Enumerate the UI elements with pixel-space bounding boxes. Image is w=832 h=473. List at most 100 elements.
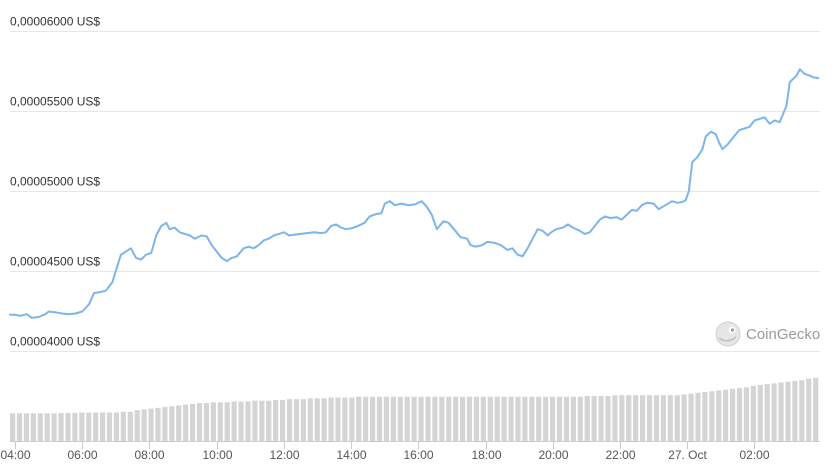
- volume-bar: [273, 399, 279, 441]
- coingecko-watermark: CoinGecko: [715, 321, 820, 347]
- volume-bar: [619, 395, 625, 441]
- volume-bar: [716, 390, 722, 441]
- volume-bar: [439, 396, 445, 441]
- volume-bar: [335, 397, 341, 441]
- y-tick-label: 0,00006000 US$: [10, 15, 100, 29]
- volume-bar: [370, 396, 376, 441]
- volume-bar: [709, 391, 715, 441]
- volume-bar: [792, 380, 798, 441]
- volume-bar: [411, 396, 417, 441]
- volume-bar: [723, 389, 729, 441]
- y-axis-labels: 0,00004000 US$ 0,00004500 US$ 0,00005000 U…: [10, 15, 100, 349]
- volume-bar: [224, 402, 230, 441]
- volume-bar: [473, 396, 480, 441]
- volume-bar: [134, 410, 140, 441]
- x-tick-label: 06:00: [67, 448, 97, 462]
- x-tick-label: 04:00: [0, 448, 30, 462]
- x-axis-ticks: 04:00 06:00 08:00 10:00 12:00 14:00 16:00 18:00…: [0, 441, 820, 462]
- volume-bar: [460, 396, 466, 441]
- x-tick-label: 20:00: [538, 448, 568, 462]
- volume-bar: [217, 402, 223, 441]
- volume-bar: [736, 388, 743, 441]
- volume-bar: [674, 395, 680, 441]
- x-tick-label: 14:00: [336, 448, 366, 462]
- volume-bar: [640, 395, 646, 441]
- volume-bar: [556, 396, 563, 441]
- volume-bar: [515, 396, 521, 441]
- volume-bar: [432, 396, 438, 441]
- volume-bar: [702, 392, 708, 441]
- volume-bar: [190, 403, 196, 441]
- volume-bar: [383, 396, 390, 441]
- volume-bar: [245, 401, 251, 441]
- y-tick-label: 0,00004000 US$: [10, 335, 100, 349]
- volume-bar: [363, 396, 369, 441]
- y-tick-label: 0,00004500 US$: [10, 255, 100, 269]
- volume-bar: [508, 396, 514, 441]
- volume-bar: [626, 395, 632, 441]
- volume-bar: [210, 402, 216, 441]
- volume-bar: [404, 396, 410, 441]
- volume-bar: [681, 394, 687, 441]
- volume-bar: [51, 413, 57, 441]
- x-tick-label: 08:00: [134, 448, 164, 462]
- volume-bar: [563, 396, 570, 441]
- volume-bar: [16, 413, 23, 441]
- x-tick-label: 16:00: [403, 448, 433, 462]
- volume-bar: [695, 392, 701, 441]
- volume-bar: [418, 396, 424, 441]
- y-tick-label: 0,00005000 US$: [10, 175, 100, 189]
- volume-bar: [425, 396, 431, 441]
- volume-bar: [148, 408, 154, 441]
- volume-bar: [522, 396, 528, 441]
- volume-bar: [162, 407, 168, 441]
- volume-bar: [487, 396, 493, 441]
- volume-bar: [231, 401, 237, 441]
- volume-bar: [259, 400, 265, 441]
- volume-bar: [155, 407, 161, 441]
- volume-bar: [321, 398, 327, 441]
- volume-bar: [141, 409, 147, 441]
- volume-bar: [79, 412, 85, 441]
- volume-bar: [169, 406, 175, 441]
- volume-bar: [72, 412, 78, 441]
- volume-bar: [238, 401, 244, 441]
- volume-bar: [286, 399, 293, 441]
- volume-bar: [10, 413, 16, 441]
- volume-bar: [730, 388, 736, 441]
- volume-bar: [778, 382, 784, 441]
- volume-bar: [376, 396, 383, 441]
- volume-bar: [799, 380, 805, 441]
- volume-bar: [86, 412, 92, 441]
- volume-bar: [764, 384, 770, 441]
- volume-bar: [660, 395, 666, 441]
- volume-bar: [113, 412, 120, 441]
- volume-bar: [58, 412, 64, 441]
- x-tick-label: 02:00: [739, 448, 769, 462]
- volume-bar: [806, 378, 812, 441]
- volume-bar: [529, 396, 535, 441]
- volume-bar: [771, 383, 777, 441]
- volume-bar: [757, 384, 763, 441]
- volume-bar: [30, 413, 36, 441]
- volume-bar: [667, 395, 673, 441]
- volume-bar: [612, 395, 618, 441]
- volume-bar: [106, 412, 113, 441]
- volume-bar: [813, 377, 819, 441]
- volume-bar: [65, 412, 71, 441]
- volume-bar: [466, 396, 473, 441]
- volume-bar: [356, 396, 362, 441]
- volume-bar: [93, 412, 99, 441]
- volume-bar: [314, 398, 320, 441]
- volume-bar: [743, 387, 750, 441]
- volume-bar: [397, 396, 403, 441]
- volume-bar: [446, 396, 452, 441]
- volume-bar: [480, 396, 486, 441]
- volume-bar: [176, 405, 182, 441]
- volume-bar: [633, 395, 639, 441]
- volume-bar: [605, 395, 611, 441]
- volume-bar: [252, 400, 258, 441]
- volume-bar: [266, 400, 272, 441]
